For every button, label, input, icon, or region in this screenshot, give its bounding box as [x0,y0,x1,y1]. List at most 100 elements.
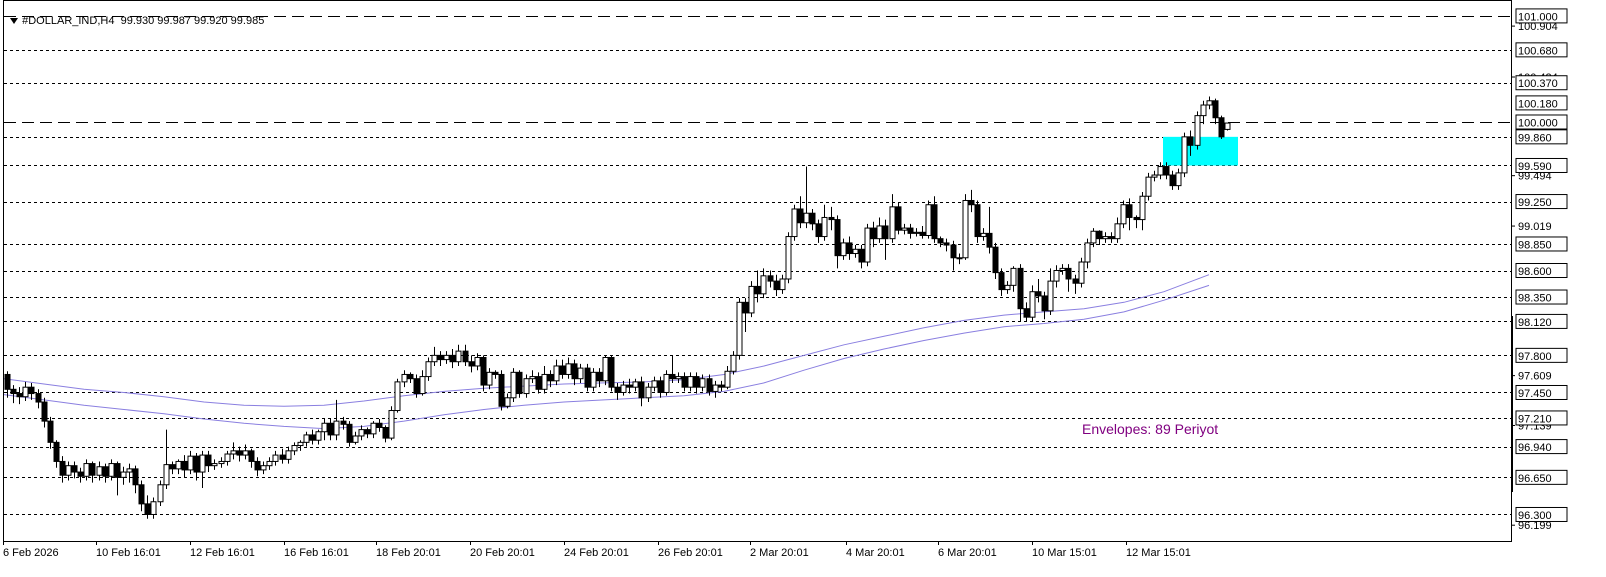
candle-body [998,272,1005,291]
candle [535,372,542,394]
chart-header[interactable]: #DOLLAR_IND,H4 99.930 99.987 99.920 99.9… [4,3,264,27]
level-price-label: 97.450 [1518,388,1552,400]
candle [547,370,554,388]
candle [1059,264,1066,275]
candle-body [1072,278,1079,284]
candle-body [968,199,975,206]
candle [53,440,60,468]
candle-body [138,484,145,505]
time-tick-label: 12 Mar 15:01 [1126,547,1191,559]
candle-body [1102,236,1109,240]
candle [193,452,200,481]
candle [608,355,615,392]
candle [346,421,353,447]
candles [4,96,1231,519]
candle [553,359,560,386]
candle-body [492,371,499,375]
candle-body [541,373,548,390]
candle-body [419,376,426,395]
time-tick-label: 6 Feb 2026 [3,547,59,559]
candle-body [53,441,60,462]
candle-body [327,422,334,436]
candle-body [498,373,505,407]
level-price-label: 99.590 [1518,161,1552,173]
level-price-label: 96.940 [1518,442,1552,454]
level-price-label: 99.860 [1518,132,1552,144]
candle-body [1175,172,1182,187]
candle-body [693,376,700,388]
candle-body [1017,267,1024,310]
candle [431,346,438,366]
candle [645,382,652,403]
envelope-upper-line [3,274,1210,407]
candle-body [1133,216,1140,221]
candle-body [760,275,767,295]
candle [297,440,304,451]
candle-body [529,376,536,380]
time-tick-label: 26 Feb 20:01 [658,547,723,559]
candle [437,351,444,366]
candle-body [651,380,658,388]
candle-body [547,373,554,382]
candle [1090,228,1097,248]
candle [1139,192,1146,231]
candle-body [986,232,993,248]
candle [626,378,633,394]
candle [1017,264,1024,322]
candle [693,372,700,394]
candle [199,450,206,488]
candle [157,480,164,506]
candle [285,446,292,464]
candle [83,459,90,481]
candle-body [687,376,694,388]
candle-body [370,422,377,435]
candle-body [608,356,615,388]
candle-body [1004,284,1011,291]
candle [1102,232,1109,243]
level-price-box [1515,157,1568,173]
candle-body [1120,204,1127,225]
candle [614,382,621,400]
candle [675,372,682,383]
level-price-box [1515,313,1568,329]
candle [370,421,377,439]
candle [358,425,365,441]
candle [462,344,469,366]
envelope-lower-line [3,284,1210,430]
candle [943,238,950,252]
time-tick-label: 10 Feb 16:01 [96,547,161,559]
candle [309,429,316,445]
time-axis[interactable]: 6 Feb 2026 10 Feb 16:01 12 Feb 16:01 16 Feb… [3,541,1191,559]
candle-body [779,278,786,291]
candle-body [736,301,743,356]
level-price-box [1515,42,1568,58]
candle-body [364,429,371,435]
candle [1023,302,1030,322]
candle [681,372,688,392]
candle-body [120,471,127,478]
candle [364,427,371,439]
candle-body [431,354,438,363]
price-axis[interactable]: 100.904100.42499.49499.01997.60997.13996… [1511,8,1568,532]
candle-body [102,466,109,477]
candle [974,200,981,243]
dropdown-triangle-icon[interactable] [10,18,19,25]
candle [242,444,249,460]
candle [1004,281,1011,294]
time-tick-label: 6 Mar 20:01 [938,547,997,559]
level-price-label: 99.250 [1518,197,1552,209]
candle [22,381,29,401]
candle-body [1224,122,1231,130]
candle-body [956,257,963,260]
candle [742,298,749,333]
candle-body [71,465,78,473]
candle-body [828,216,835,221]
candle-body [1181,136,1188,174]
candle-body [486,371,493,386]
candle-body [224,453,231,462]
candle-body [443,354,450,361]
candle [248,448,255,468]
candle [992,242,999,279]
time-tick-label: 2 Mar 20:01 [750,547,809,559]
